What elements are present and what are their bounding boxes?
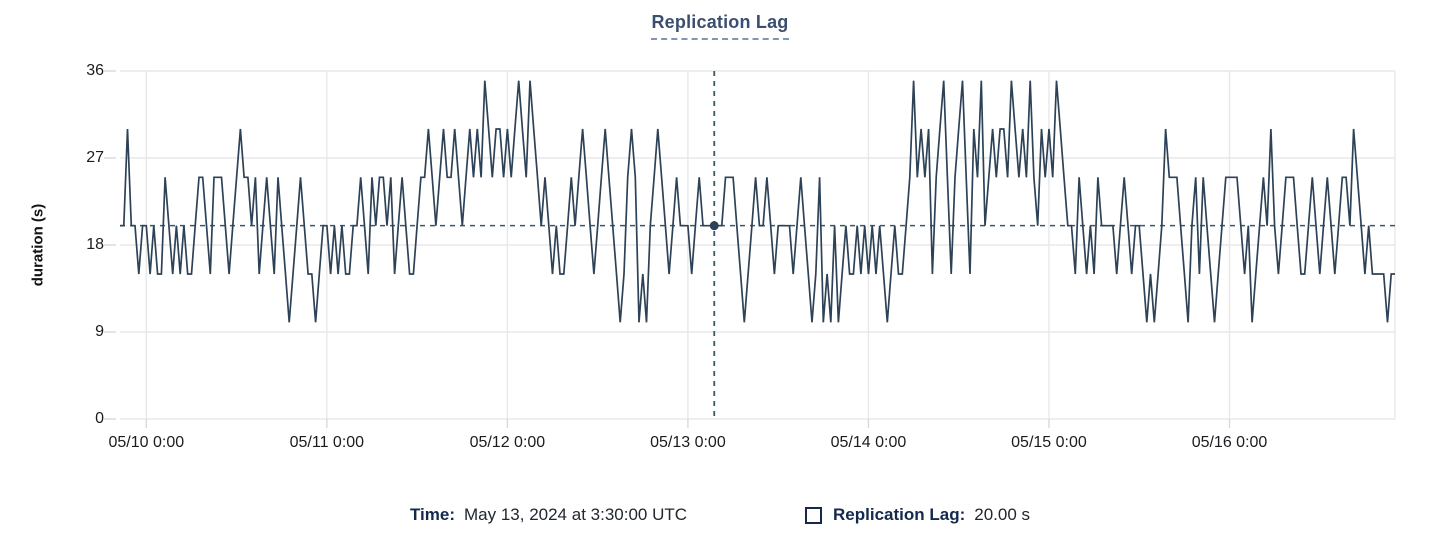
y-tick-label: 9 [95,323,104,340]
x-tick-label: 05/12 0:00 [469,434,546,451]
legend-series-label: Replication Lag: [833,505,966,524]
x-tick-label: 05/13 0:00 [650,434,726,451]
replication-lag-line [120,80,1395,323]
legend-time-group: Time: May 13, 2024 at 3:30:00 UTC [410,502,687,528]
hover-legend: Time: May 13, 2024 at 3:30:00 UTC Replic… [0,502,1440,528]
x-tick-label: 05/15 0:00 [1011,434,1087,451]
chart-header: Replication Lag [0,12,1440,40]
legend-series-value: 20.00 s [974,505,1031,524]
y-tick-label: 18 [86,236,104,253]
hovered-point[interactable] [709,221,719,231]
x-tick-label: 05/16 0:00 [1191,434,1268,451]
x-tick-label: 05/14 0:00 [830,434,907,451]
x-tick-label: 05/11 0:00 [289,434,365,451]
y-tick-label: 27 [86,149,104,166]
x-tick-label: 05/10 0:00 [108,434,185,451]
legend-time-value: May 13, 2024 at 3:30:00 UTC [464,505,688,524]
legend-series-item[interactable]: Replication Lag: 20.00 s [805,502,1030,528]
y-tick-label: 0 [95,410,104,427]
series-marker-icon [805,506,823,524]
y-tick-label: 36 [86,62,104,79]
chart-title[interactable]: Replication Lag [651,12,789,40]
legend-time-label: Time: [409,505,455,524]
